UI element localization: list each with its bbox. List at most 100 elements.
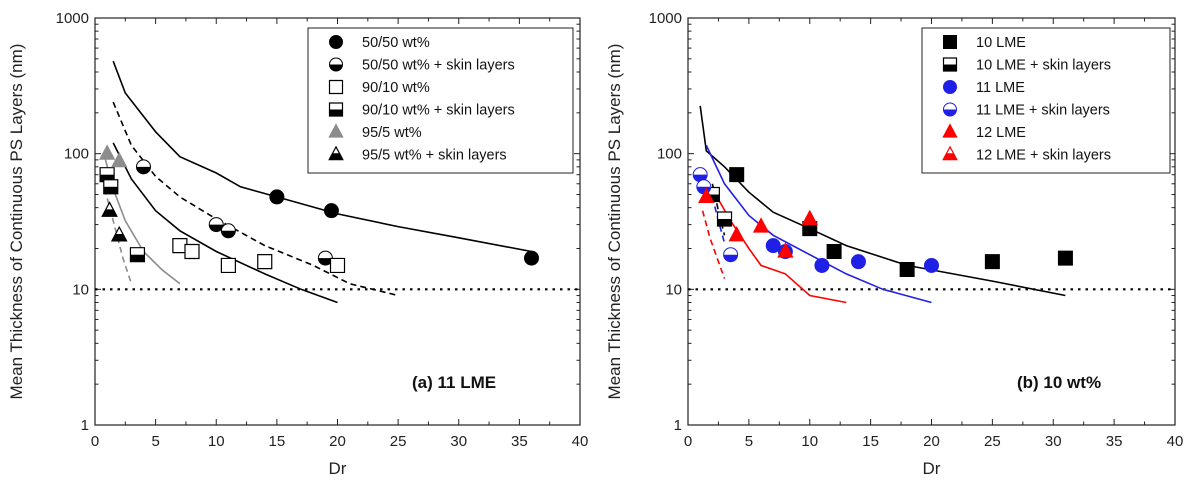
data-point bbox=[777, 242, 794, 258]
model-curve-2 bbox=[705, 145, 932, 304]
series-2 bbox=[704, 186, 733, 227]
data-point bbox=[323, 203, 339, 219]
data-point bbox=[826, 244, 842, 260]
legend-marker-fill bbox=[329, 153, 343, 160]
data-point bbox=[924, 257, 939, 273]
data-point-fill bbox=[318, 258, 333, 266]
chart-panel-2: 0 5 10 15 20 25 30 35 40 1 10 100 1000 Dr Mean Thickne… bbox=[605, 10, 1183, 478]
y-tick-label: 1 bbox=[674, 417, 682, 434]
legend-entry-label: 10 LME bbox=[976, 35, 1026, 51]
legend-entry-label: 50/50 wt% bbox=[362, 35, 430, 51]
data-point-fill bbox=[103, 186, 118, 194]
legend: 50/50 wt% 50/50 wt% + skin layers 90/10 wt… bbox=[307, 27, 574, 174]
legend-entry-label: 11 LME bbox=[976, 80, 1025, 96]
data-point bbox=[184, 243, 200, 260]
series-1 bbox=[729, 167, 1073, 278]
series-3 bbox=[172, 238, 346, 274]
x-tick-label: 10 bbox=[801, 433, 818, 450]
data-point-fill bbox=[723, 254, 738, 262]
x-tick-label: 30 bbox=[1045, 433, 1062, 450]
y-tick-label: 10 bbox=[665, 281, 682, 298]
x-tick-label: 5 bbox=[745, 433, 753, 450]
y-tick-label: 1 bbox=[81, 417, 89, 434]
data-point bbox=[111, 151, 128, 168]
data-point bbox=[814, 257, 830, 273]
chart-panel-1: 0 5 10 15 20 25 30 35 40 1 10 100 1000 Dr Mean Thickne… bbox=[7, 10, 588, 478]
x-tick-label: 0 bbox=[91, 433, 99, 450]
x-tick-label: 30 bbox=[450, 433, 467, 450]
data-point-fill bbox=[100, 174, 115, 182]
legend-marker bbox=[943, 80, 957, 94]
y-axis-label: Mean Thickness of Continuous PS Layers (… bbox=[7, 44, 26, 400]
series-5 bbox=[698, 187, 818, 258]
data-point-fill bbox=[136, 166, 151, 174]
x-tick-label: 15 bbox=[862, 433, 879, 450]
model-curve-3 bbox=[112, 142, 338, 304]
model-curve-1 bbox=[699, 105, 1066, 297]
x-tick-label: 20 bbox=[923, 433, 940, 450]
legend-entry-label: 90/10 wt% + skin layers bbox=[362, 103, 515, 119]
legend-marker-fill bbox=[943, 64, 957, 71]
x-tick-label: 25 bbox=[984, 433, 1001, 450]
data-point bbox=[524, 250, 539, 266]
legend-marker bbox=[329, 35, 343, 49]
data-point-fill bbox=[111, 234, 127, 241]
x-tick-label: 15 bbox=[269, 433, 286, 450]
x-tick-label: 10 bbox=[208, 433, 225, 450]
data-point bbox=[728, 226, 745, 242]
y-tick-label: 10 bbox=[72, 281, 89, 298]
model-curve-4 bbox=[103, 156, 181, 285]
legend-entry-label: 90/10 wt% bbox=[362, 80, 430, 96]
series-1 bbox=[269, 189, 539, 266]
data-point bbox=[729, 167, 745, 183]
legend-box bbox=[921, 27, 1171, 174]
x-axis-label: Dr bbox=[923, 459, 941, 478]
model-curve-4 bbox=[711, 183, 726, 236]
data-point bbox=[984, 254, 1000, 270]
legend: 10 LME 10 LME + skin layers 11 LME 11 LME +… bbox=[921, 27, 1171, 174]
data-point bbox=[698, 187, 715, 203]
data-point bbox=[752, 217, 770, 233]
legend-marker bbox=[328, 123, 344, 138]
series-5 bbox=[98, 144, 128, 168]
data-point bbox=[801, 209, 818, 226]
legend-entry-label: 11 LME + skin layers bbox=[976, 103, 1110, 119]
legend-marker-fill bbox=[943, 109, 957, 117]
model-curve-6 bbox=[701, 210, 726, 279]
series-4 bbox=[99, 167, 146, 263]
data-point bbox=[899, 262, 915, 278]
legend-entry-label: 95/5 wt% bbox=[362, 125, 422, 141]
x-tick-label: 0 bbox=[684, 433, 692, 450]
data-point bbox=[98, 144, 116, 160]
legend-entry-label: 50/50 wt% + skin layers bbox=[362, 58, 515, 74]
series-6 bbox=[101, 201, 128, 242]
data-point bbox=[257, 254, 273, 270]
model-curve-1 bbox=[112, 60, 532, 253]
data-point bbox=[1057, 250, 1073, 266]
panel-label: (b) 10 wt% bbox=[1017, 373, 1101, 392]
x-axis-label: Dr bbox=[329, 459, 347, 478]
y-tick-label: 1000 bbox=[56, 10, 89, 27]
legend-marker bbox=[942, 123, 958, 138]
data-point bbox=[850, 254, 866, 270]
x-tick-label: 35 bbox=[1106, 433, 1123, 450]
y-axis-label: Mean Thickness of Continuous PS Layers (… bbox=[605, 44, 624, 400]
data-point bbox=[269, 189, 285, 205]
series-2 bbox=[136, 159, 333, 266]
legend-entry-label: 10 LME + skin layers bbox=[976, 58, 1111, 74]
data-point-fill bbox=[705, 194, 720, 202]
y-tick-label: 100 bbox=[657, 146, 682, 163]
x-tick-label: 35 bbox=[511, 433, 528, 450]
y-tick-label: 100 bbox=[64, 146, 89, 163]
y-tick-label: 1000 bbox=[649, 10, 682, 27]
data-point bbox=[765, 238, 781, 254]
data-point-fill bbox=[130, 254, 145, 262]
x-tick-label: 5 bbox=[151, 433, 159, 450]
x-tick-label: 25 bbox=[390, 433, 407, 450]
legend-marker-fill bbox=[943, 153, 957, 160]
legend-entry-label: 95/5 wt% + skin layers bbox=[362, 148, 507, 164]
legend-box bbox=[307, 27, 574, 174]
panel-label: (a) 11 LME bbox=[412, 373, 496, 392]
data-point-fill bbox=[102, 209, 117, 217]
